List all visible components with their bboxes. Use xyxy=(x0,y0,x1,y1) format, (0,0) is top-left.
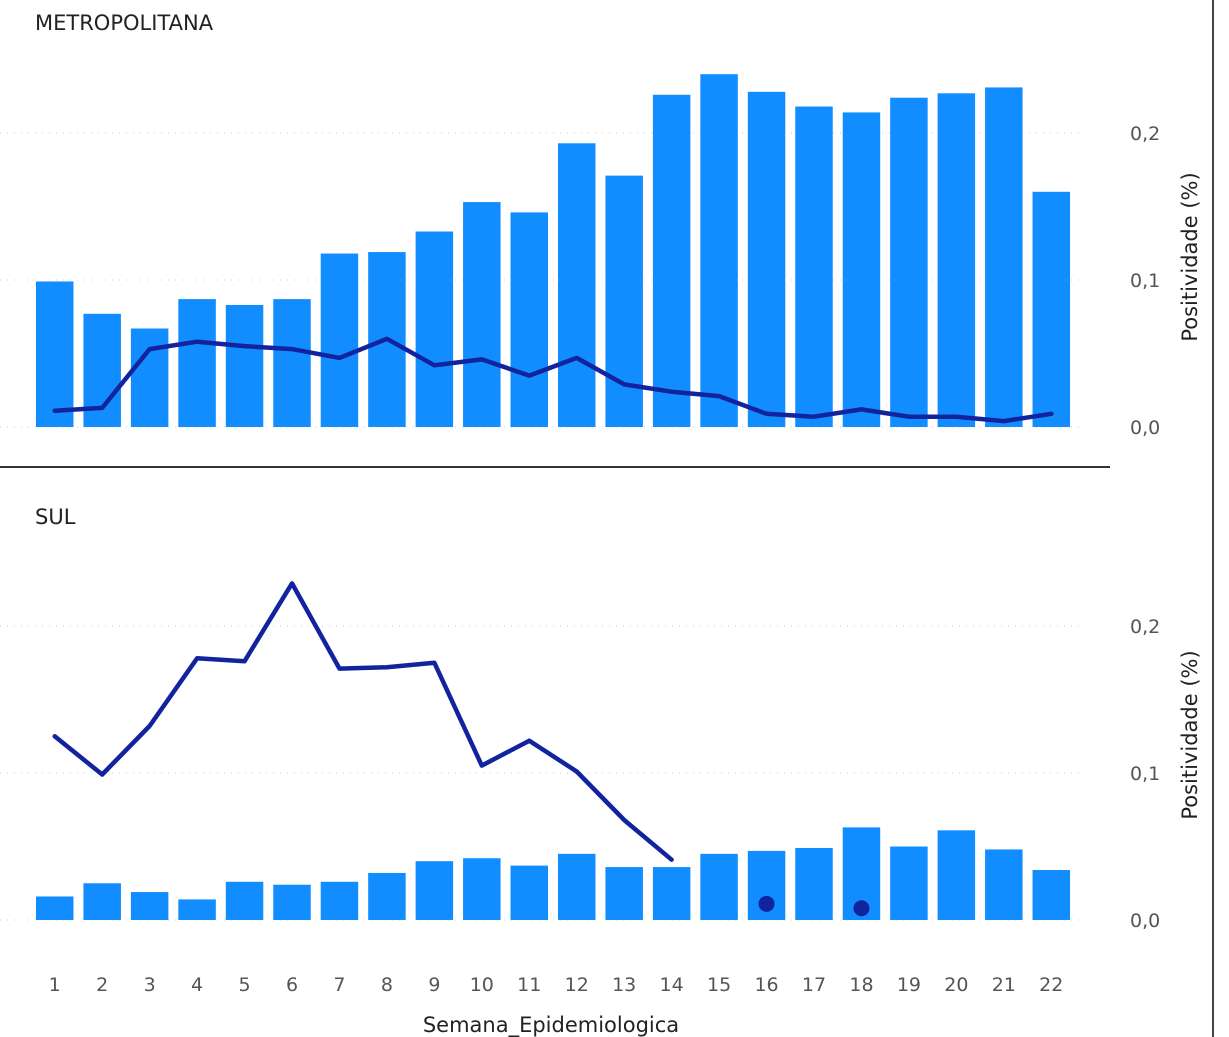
x-tick-label: 9 xyxy=(428,974,440,996)
bar-22[interactable] xyxy=(1032,870,1071,920)
bar-11[interactable] xyxy=(510,212,549,427)
x-axis-title: Semana_Epidemiologica xyxy=(423,1013,679,1037)
x-tick-label: 17 xyxy=(802,974,826,996)
x-tick-label: 18 xyxy=(849,974,873,996)
bar-15[interactable] xyxy=(700,74,738,427)
bar-21[interactable] xyxy=(985,849,1023,920)
x-tick-label: 10 xyxy=(470,974,494,996)
x-tick-label: 13 xyxy=(612,974,636,996)
bar-2[interactable] xyxy=(83,883,121,920)
y-tick-label: 0,2 xyxy=(1130,616,1160,638)
x-tick-label: 6 xyxy=(286,974,298,996)
x-tick-label: 1 xyxy=(49,974,61,996)
bar-1[interactable] xyxy=(35,281,74,427)
y-axis-title: Positividade (%) xyxy=(1178,650,1202,819)
bar-12[interactable] xyxy=(557,143,596,428)
x-tick-label: 20 xyxy=(944,974,968,996)
bar-4[interactable] xyxy=(178,899,216,920)
bar-20[interactable] xyxy=(937,93,976,427)
line-point-16[interactable] xyxy=(758,895,775,912)
x-tick-label: 8 xyxy=(381,974,393,996)
bar-22[interactable] xyxy=(1032,191,1071,427)
y-tick-label: 0,2 xyxy=(1130,123,1160,145)
x-tick-label: 5 xyxy=(238,974,250,996)
bar-10[interactable] xyxy=(463,858,501,920)
bar-13[interactable] xyxy=(605,175,643,427)
bar-6[interactable] xyxy=(273,299,311,427)
line-point-18[interactable] xyxy=(853,900,870,917)
x-tick-label: 21 xyxy=(992,974,1016,996)
bar-19[interactable] xyxy=(890,97,928,427)
bar-5[interactable] xyxy=(225,304,264,427)
bar-7[interactable] xyxy=(320,253,359,427)
bar-3[interactable] xyxy=(130,892,169,920)
x-tick-label: 2 xyxy=(96,974,108,996)
bar-9[interactable] xyxy=(415,861,454,920)
x-tick-label: 19 xyxy=(897,974,921,996)
bar-17[interactable] xyxy=(795,106,833,427)
y-tick-label: 0,0 xyxy=(1130,417,1160,439)
bar-21[interactable] xyxy=(985,87,1023,428)
panel-title: SUL xyxy=(35,505,76,529)
bar-1[interactable] xyxy=(35,896,74,920)
panel-title: METROPOLITANA xyxy=(35,11,214,35)
y-tick-label: 0,0 xyxy=(1130,910,1160,932)
bar-8[interactable] xyxy=(368,872,406,920)
y-tick-label: 0,1 xyxy=(1130,763,1160,785)
panel-metropolitana: METROPOLITANA 0,0 0,1 0,2 Positividade (%) xyxy=(0,11,1202,439)
line-series[interactable] xyxy=(52,581,674,862)
bar-14[interactable] xyxy=(652,94,691,427)
bar-4[interactable] xyxy=(178,299,216,427)
bar-13[interactable] xyxy=(605,867,643,920)
y-axis-title: Positividade (%) xyxy=(1178,172,1202,341)
bar-16[interactable] xyxy=(747,91,786,427)
bar-12[interactable] xyxy=(557,853,596,920)
bar-14[interactable] xyxy=(652,867,691,920)
x-tick-label: 15 xyxy=(707,974,731,996)
x-tick-label: 16 xyxy=(754,974,778,996)
x-tick-label: 11 xyxy=(517,974,541,996)
bar-17[interactable] xyxy=(795,847,833,920)
bar-5[interactable] xyxy=(225,881,264,920)
bar-9[interactable] xyxy=(415,231,454,427)
panel-sul: SUL 0,0 0,1 0,2 Positividade (%) xyxy=(0,505,1202,932)
y-tick-label: 0,1 xyxy=(1130,270,1160,292)
x-tick-label: 3 xyxy=(144,974,156,996)
bar-7[interactable] xyxy=(320,881,359,920)
bar-11[interactable] xyxy=(510,865,549,920)
bar-3[interactable] xyxy=(130,328,169,427)
x-tick-label: 22 xyxy=(1039,974,1063,996)
bar-15[interactable] xyxy=(700,853,738,920)
bar-18[interactable] xyxy=(842,112,881,428)
x-axis: 1 2 3 4 5 6 7 8 9 10 11 12 13 14 15 16 17 18 19 20 21 22 xyxy=(49,974,1064,996)
bar-20[interactable] xyxy=(937,830,976,920)
x-tick-label: 14 xyxy=(660,974,684,996)
x-tick-label: 7 xyxy=(333,974,345,996)
bar-10[interactable] xyxy=(463,202,501,427)
x-tick-label: 4 xyxy=(191,974,203,996)
line-series[interactable] xyxy=(52,336,1054,424)
x-tick-label: 12 xyxy=(565,974,589,996)
bar-19[interactable] xyxy=(890,846,928,921)
bar-6[interactable] xyxy=(273,884,311,920)
